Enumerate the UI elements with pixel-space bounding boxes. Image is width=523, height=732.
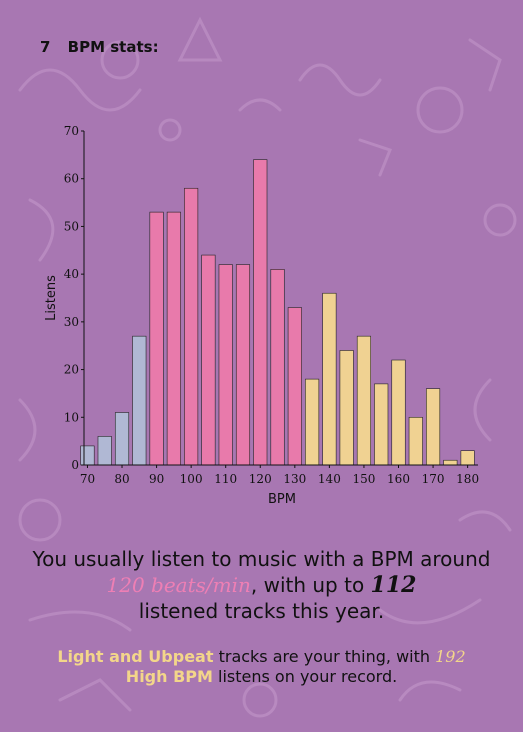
detail-count: 192 [435, 647, 466, 666]
y-tick-label: 40 [64, 267, 79, 281]
bar-bpm-175 [443, 459, 458, 466]
bar-bpm-155 [374, 383, 389, 466]
y-tick-label: 0 [71, 458, 79, 472]
x-tick-label: 140 [318, 472, 341, 486]
bpm-histogram: 0 10 20 30 40 50 60 70 70 80 90 100 110 120 130 140 150 1… [44, 124, 479, 507]
summary-bpm-value: 120 beats/min [106, 573, 251, 597]
bar-bpm-125 [270, 269, 285, 466]
axes-group: 0 10 20 30 40 50 60 70 70 80 90 100 110 120 130 140 150 1… [64, 124, 479, 486]
bar-bpm-170 [426, 388, 441, 466]
x-tick-label: 130 [283, 472, 306, 486]
bar-bpm-145 [339, 350, 354, 466]
x-tick-label: 120 [249, 472, 272, 486]
x-tick-label: 100 [180, 472, 203, 486]
x-axis-label: BPM [268, 492, 296, 507]
bar-bpm-80 [114, 412, 130, 466]
bar-bpm-90 [149, 211, 164, 466]
bar-bpm-130 [287, 307, 302, 466]
x-tick-label: 160 [387, 472, 410, 486]
bar-bpm-85 [132, 335, 147, 466]
detail-text-1: tracks are your thing, with [213, 647, 436, 666]
bar-bpm-140 [322, 292, 337, 466]
bar-bpm-180 [460, 450, 475, 466]
y-tick-label: 20 [64, 363, 79, 377]
bars-group [80, 159, 475, 466]
bar-bpm-160 [391, 359, 406, 466]
bar-bpm-150 [356, 335, 371, 466]
bpm-summary-text: You usually listen to music with a BPM a… [20, 546, 503, 624]
bar-bpm-75 [97, 436, 112, 466]
y-axis-label: Listens [44, 275, 59, 321]
x-tick-label: 110 [214, 472, 237, 486]
bar-bpm-115 [235, 264, 251, 466]
y-tick-label: 30 [64, 315, 79, 329]
bar-bpm-100 [184, 187, 199, 466]
y-tick-label: 50 [64, 219, 79, 233]
section-number: 7 [40, 38, 51, 56]
x-tick-label: 150 [352, 472, 375, 486]
bar-bpm-105 [201, 254, 216, 466]
summary-text-2: , with up to [250, 573, 371, 597]
detail-high-bpm-label: High BPM [125, 667, 213, 686]
bar-bpm-70 [80, 445, 95, 466]
y-tick-label: 60 [64, 172, 79, 186]
bpm-detail-text: Light and Ubpeat tracks are your thing, … [20, 647, 503, 687]
y-tick-label: 70 [64, 124, 79, 138]
summary-text-3: listened tracks this year. [138, 599, 385, 623]
detail-category-label: Light and Ubpeat [57, 647, 214, 666]
x-tick-label: 70 [80, 472, 95, 486]
bar-bpm-95 [166, 211, 181, 466]
bar-bpm-110 [218, 264, 233, 466]
bar-bpm-135 [305, 378, 320, 466]
summary-text-1: You usually listen to music with a BPM a… [32, 547, 491, 571]
detail-text-2: listens on your record. [212, 667, 398, 686]
y-tick-label: 10 [64, 410, 79, 424]
section-header: 7 BPM stats: [40, 38, 159, 56]
section-title: BPM stats: [67, 38, 159, 56]
x-tick-label: 170 [422, 472, 445, 486]
bar-bpm-165 [408, 416, 423, 466]
x-tick-label: 80 [114, 472, 129, 486]
bar-bpm-120 [253, 159, 268, 466]
summary-max-listens: 112 [370, 572, 417, 598]
x-tick-label: 90 [149, 472, 164, 486]
x-tick-label: 180 [456, 472, 479, 486]
